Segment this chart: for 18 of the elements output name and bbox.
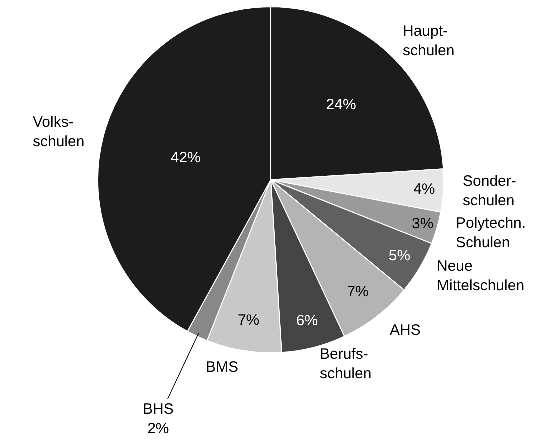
slice-label: Volks- schulen	[33, 114, 85, 150]
slice-label: Haupt- schulen	[403, 23, 455, 60]
slice-label: AHS	[390, 322, 421, 339]
slice-label: Berufs- schulen	[320, 346, 372, 382]
data-label: 3%	[412, 216, 434, 233]
data-label: 4%	[414, 181, 436, 198]
data-label: 42%	[170, 150, 201, 167]
slice-label: BMS	[206, 359, 239, 376]
slice-label: Sonder- schulen	[463, 173, 516, 210]
data-label: 5%	[388, 248, 411, 265]
data-label: 2%	[148, 420, 170, 438]
slice-label: Neue Mittelschulen	[437, 258, 525, 294]
data-label: 24%	[326, 96, 356, 114]
data-label: 6%	[296, 312, 318, 330]
slice-label: BHS	[143, 401, 174, 418]
data-label: 7%	[238, 312, 260, 329]
slice-label: Polytechn. Schulen	[456, 215, 526, 252]
data-label: 7%	[347, 284, 369, 301]
